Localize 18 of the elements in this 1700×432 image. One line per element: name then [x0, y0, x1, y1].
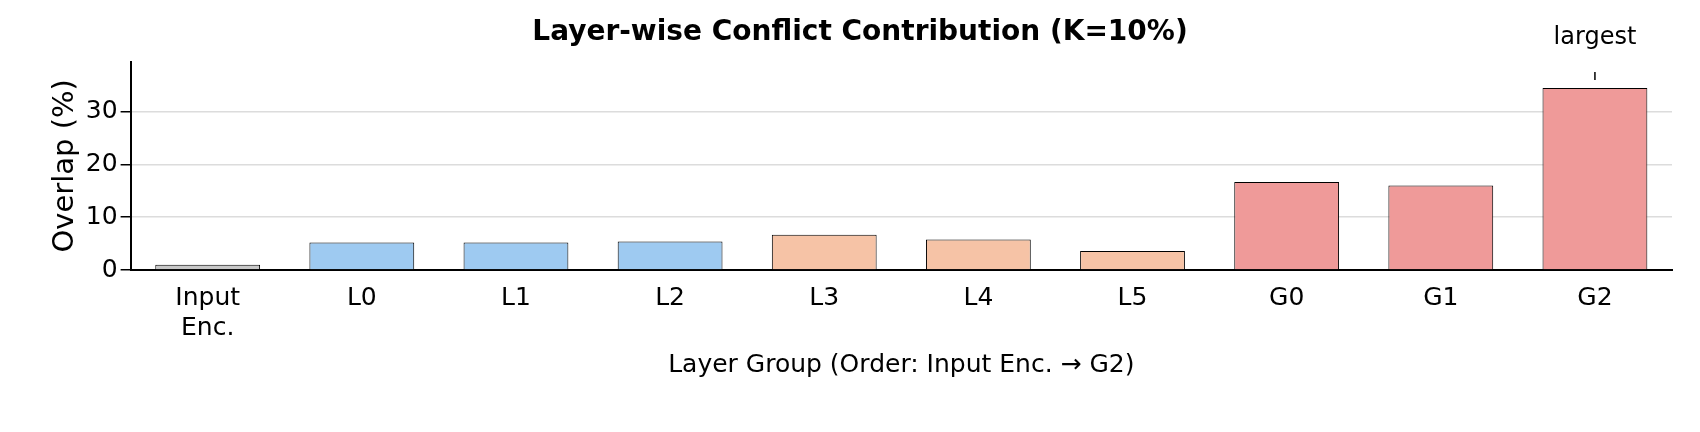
x-axis-title: Layer Group (Order: Input Enc. → G2) [668, 348, 1135, 378]
x-tick-label: L2 [655, 281, 686, 311]
x-tick-label: L3 [809, 281, 840, 311]
chart-title: Layer-wise Conflict Contribution (K=10%) [532, 14, 1188, 48]
annotation: largest [1553, 21, 1637, 50]
y-tick-label: 10 [85, 200, 118, 230]
x-tick-label: Input Enc. [175, 281, 241, 341]
y-axis-title: Overlap (%) [45, 79, 80, 253]
x-tick-label: G0 [1269, 281, 1305, 311]
x-tick-label: G2 [1577, 281, 1613, 311]
x-tick-label: L4 [963, 281, 994, 311]
x-tick-label: G1 [1423, 281, 1459, 311]
x-tick-label: L5 [1117, 281, 1148, 311]
x-tick-label: L0 [346, 281, 377, 311]
y-tick-label: 20 [85, 147, 118, 177]
y-tick-label: 30 [85, 95, 118, 125]
y-tick-label: 0 [101, 253, 118, 283]
x-tick-label: L1 [501, 281, 531, 311]
